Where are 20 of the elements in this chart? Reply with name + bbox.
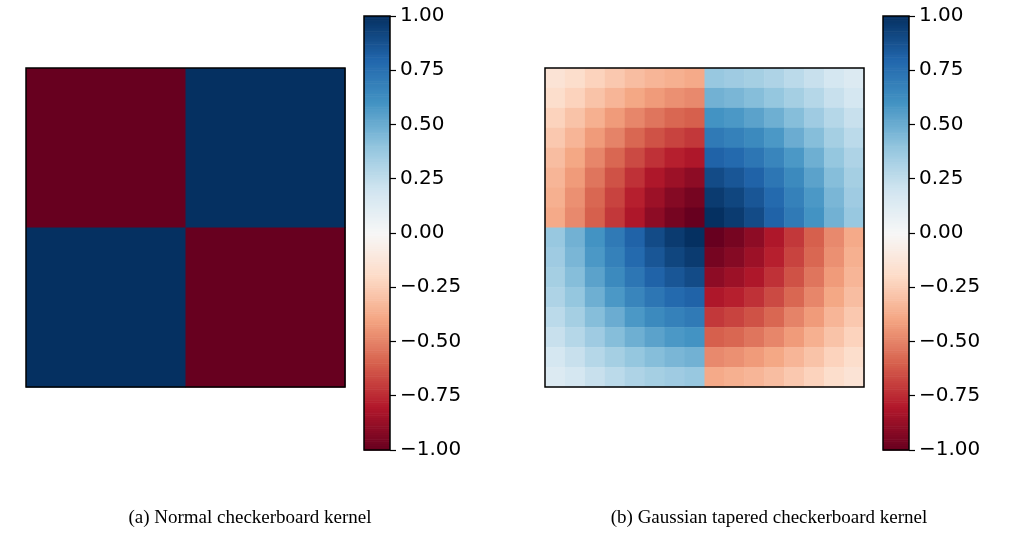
color-bar-label: 0.75 bbox=[400, 56, 445, 81]
color-bar-label: −1.00 bbox=[400, 436, 462, 461]
color-bar-label: 1.00 bbox=[919, 2, 964, 27]
color-bar-label: −0.25 bbox=[919, 273, 981, 298]
text: (a) Normal checkerboard kernel bbox=[127, 506, 373, 528]
color-bar-label: 0.50 bbox=[919, 110, 964, 135]
color-bar-label: 1.00 bbox=[400, 2, 445, 27]
color-bar-label: 0.50 bbox=[400, 110, 445, 135]
color-bar-label: −0.50 bbox=[400, 327, 462, 352]
color-bar-label: 0.25 bbox=[919, 164, 964, 189]
color-bar-label: 0.25 bbox=[400, 164, 445, 189]
color-bar-label: −1.00 bbox=[919, 436, 981, 461]
color-bar-label: −0.75 bbox=[400, 381, 462, 406]
color-bar-label: −0.75 bbox=[919, 381, 981, 406]
color-bar-label: −0.25 bbox=[400, 273, 462, 298]
color-bar-label: 0.00 bbox=[919, 219, 964, 244]
text: (b) Gaussian tapered checkerboard kernel bbox=[609, 506, 929, 528]
color-bar-label: 0.00 bbox=[400, 219, 445, 244]
color-bar-label: 0.75 bbox=[919, 56, 964, 81]
color-bar-label: −0.50 bbox=[919, 327, 981, 352]
